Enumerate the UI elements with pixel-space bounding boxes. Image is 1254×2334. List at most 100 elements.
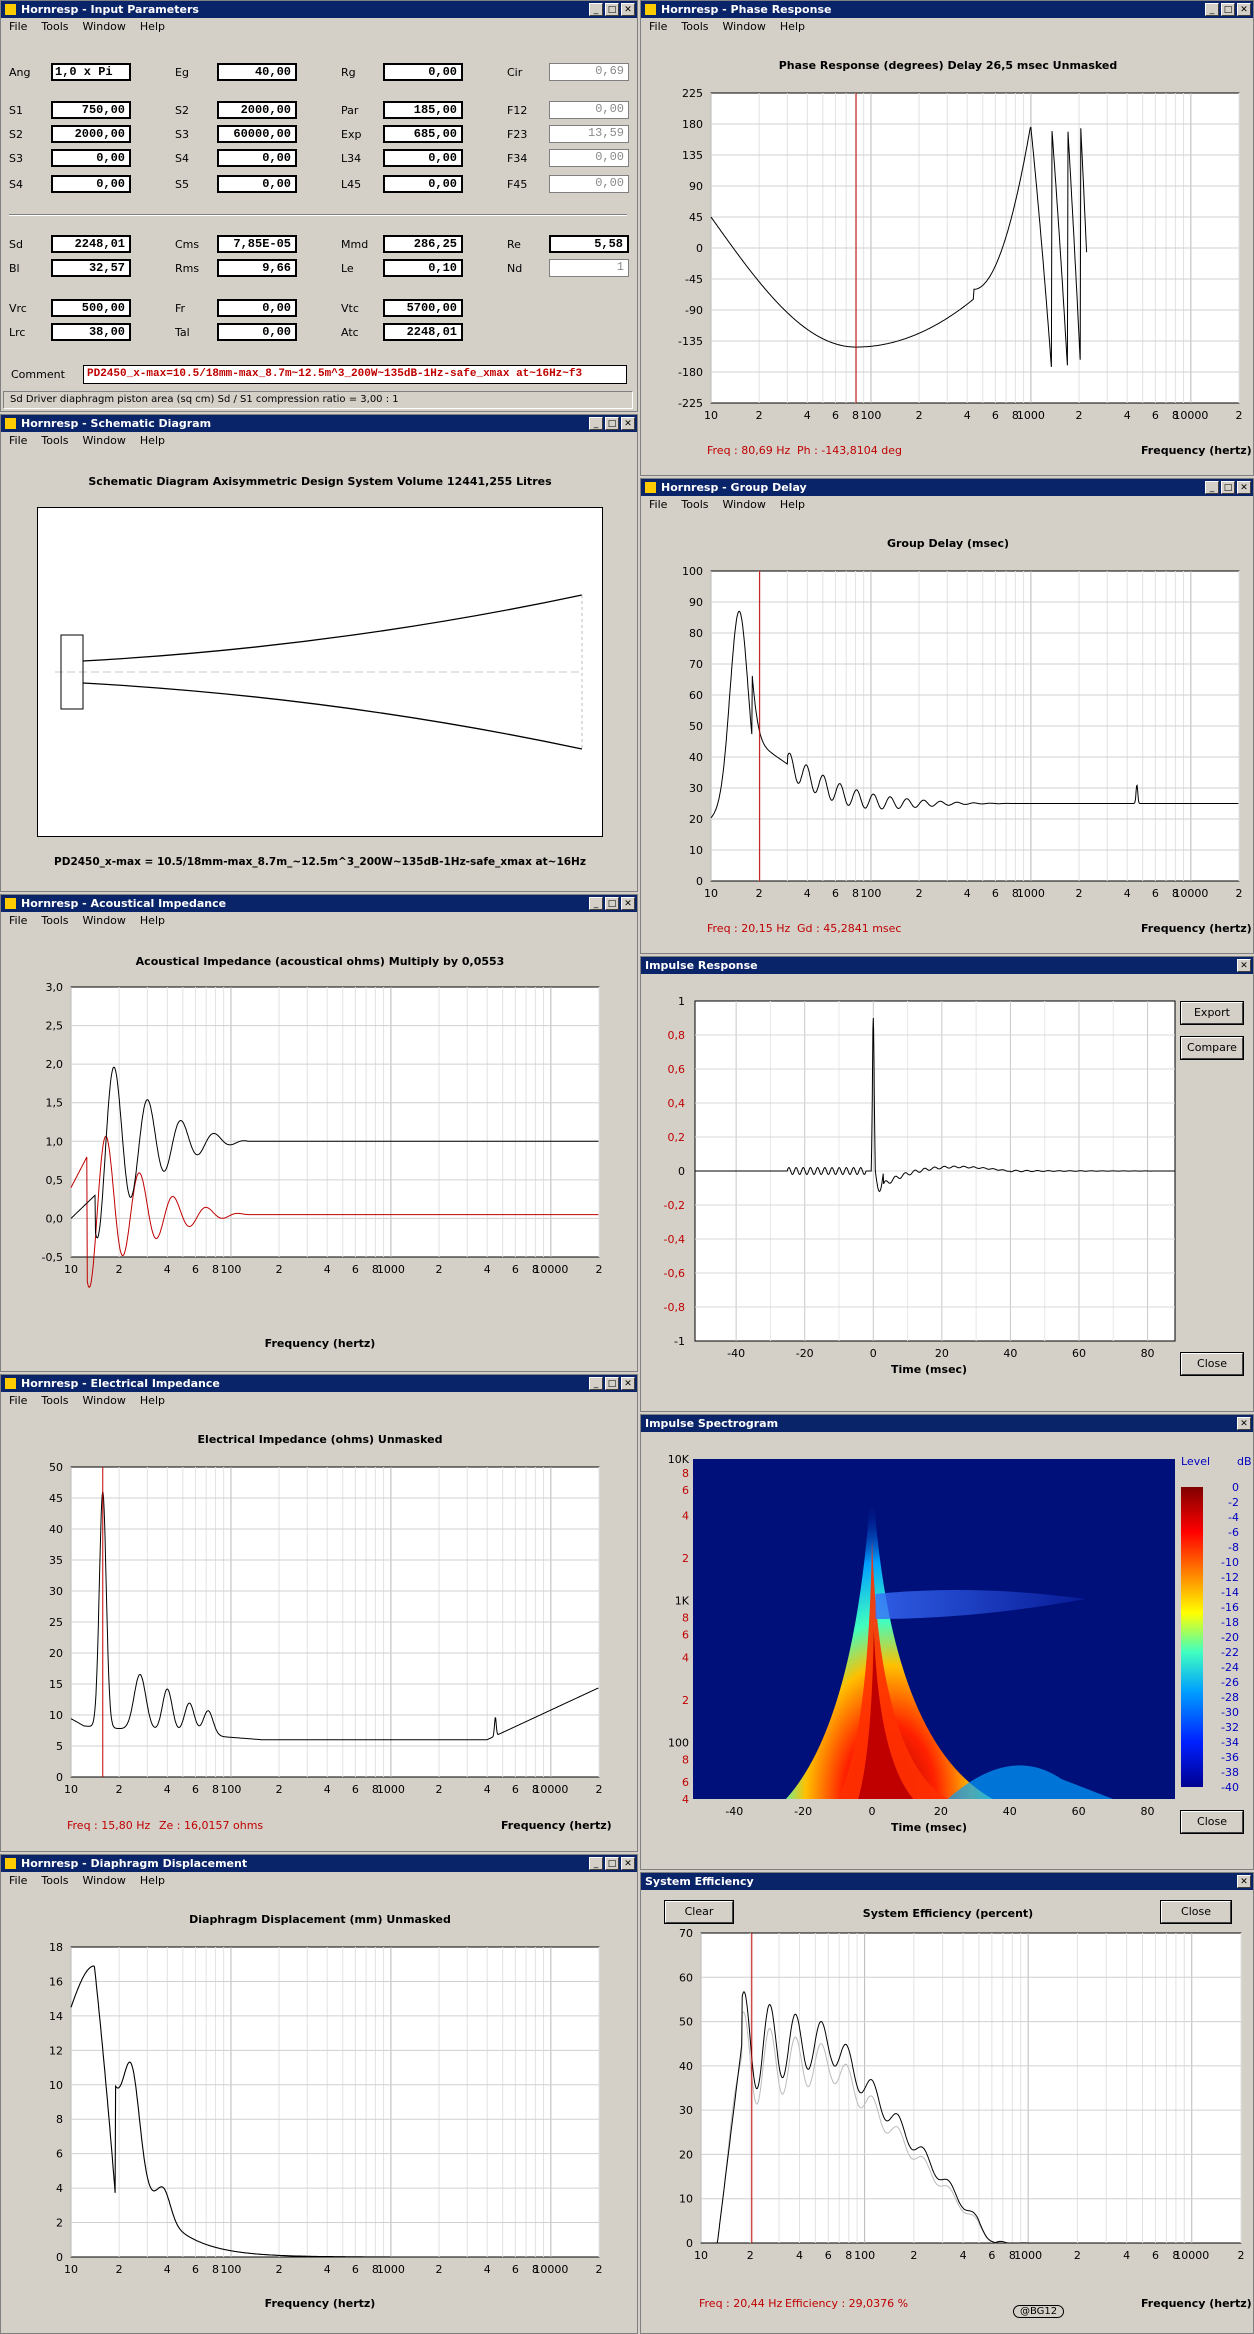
menu-file[interactable]: File (9, 434, 28, 447)
close-button[interactable]: Close (1160, 1900, 1232, 1924)
menu-file[interactable]: File (9, 1874, 28, 1887)
param-field[interactable]: 2000,00 (217, 101, 297, 119)
title-bar[interactable]: Impulse Spectrogram ✕ (641, 1415, 1253, 1432)
title-bar[interactable]: Impulse Response ✕ (641, 957, 1253, 974)
menu-file[interactable]: File (649, 20, 668, 33)
menu-help[interactable]: Help (139, 914, 165, 927)
param-field[interactable]: 0,10 (383, 259, 463, 277)
param-field[interactable]: 0,00 (549, 101, 629, 119)
param-field[interactable]: 0,69 (549, 63, 629, 81)
title-bar[interactable]: Hornresp - Phase Response _ □ ✕ (641, 1, 1253, 18)
param-field[interactable]: 0,00 (383, 175, 463, 193)
param-field[interactable]: 60000,00 (217, 125, 297, 143)
close-button[interactable]: Close (1180, 1810, 1244, 1834)
maximize-icon[interactable]: □ (605, 417, 619, 430)
close-icon[interactable]: ✕ (1237, 1875, 1251, 1888)
param-field[interactable]: 0,00 (217, 175, 297, 193)
title-bar[interactable]: Hornresp - Schematic Diagram _ □ ✕ (1, 415, 637, 432)
menu-window[interactable]: Window (722, 20, 766, 33)
menu-help[interactable]: Help (139, 1874, 165, 1887)
title-bar[interactable]: System Efficiency ✕ (641, 1873, 1253, 1890)
maximize-icon[interactable]: □ (1221, 3, 1235, 16)
param-field[interactable]: 13,59 (549, 125, 629, 143)
title-bar[interactable]: Hornresp - Acoustical Impedance _ □ ✕ (1, 895, 637, 912)
menu-help[interactable]: Help (139, 1394, 165, 1407)
param-field[interactable]: 0,00 (217, 323, 297, 341)
menu-tools[interactable]: Tools (41, 914, 69, 927)
param-field[interactable]: 0,00 (217, 299, 297, 317)
param-field[interactable]: 0,00 (51, 149, 131, 167)
title-bar[interactable]: Hornresp - Electrical Impedance _ □ ✕ (1, 1375, 637, 1392)
maximize-icon[interactable]: □ (605, 1377, 619, 1390)
menu-help[interactable]: Help (139, 20, 165, 33)
param-field[interactable]: 2000,00 (51, 125, 131, 143)
comment-field[interactable]: PD2450_x-max=10.5/18mm-max_8.7m~12.5m^3_… (83, 365, 627, 384)
close-icon[interactable]: ✕ (1237, 1417, 1251, 1430)
param-field[interactable]: 1 (549, 259, 629, 277)
menu-tools[interactable]: Tools (681, 498, 709, 511)
menu-help[interactable]: Help (779, 20, 805, 33)
compare-button[interactable]: Compare (1180, 1036, 1244, 1060)
menu-tools[interactable]: Tools (41, 1874, 69, 1887)
menu-window[interactable]: Window (82, 434, 126, 447)
menu-window[interactable]: Window (82, 914, 126, 927)
param-field[interactable]: 0,00 (383, 63, 463, 81)
menu-window[interactable]: Window (722, 498, 766, 511)
export-button[interactable]: Export (1180, 1001, 1244, 1025)
menu-tools[interactable]: Tools (681, 20, 709, 33)
minimize-icon[interactable]: _ (589, 1377, 603, 1390)
param-field[interactable]: 0,00 (383, 149, 463, 167)
title-bar[interactable]: Hornresp - Diaphragm Displacement _ □ ✕ (1, 1855, 637, 1872)
close-button[interactable]: Close (1180, 1352, 1244, 1376)
close-icon[interactable]: ✕ (621, 1857, 635, 1870)
param-field[interactable]: 685,00 (383, 125, 463, 143)
param-field[interactable]: 2248,01 (51, 235, 131, 253)
maximize-icon[interactable]: □ (1221, 481, 1235, 494)
menu-window[interactable]: Window (82, 1394, 126, 1407)
close-icon[interactable]: ✕ (1237, 959, 1251, 972)
menu-window[interactable]: Window (82, 1874, 126, 1887)
menu-tools[interactable]: Tools (41, 1394, 69, 1407)
close-icon[interactable]: ✕ (621, 1377, 635, 1390)
maximize-icon[interactable]: □ (605, 1857, 619, 1870)
title-bar[interactable]: Hornresp - Group Delay _ □ ✕ (641, 479, 1253, 496)
param-field[interactable]: 0,00 (549, 149, 629, 167)
close-icon[interactable]: ✕ (1237, 481, 1251, 494)
maximize-icon[interactable]: □ (605, 3, 619, 16)
param-field[interactable]: 9,66 (217, 259, 297, 277)
close-icon[interactable]: ✕ (621, 417, 635, 430)
param-field[interactable]: 1,0 x Pi (51, 63, 131, 81)
minimize-icon[interactable]: _ (589, 3, 603, 16)
param-field[interactable]: 5,58 (549, 235, 629, 253)
close-icon[interactable]: ✕ (621, 897, 635, 910)
menu-file[interactable]: File (9, 1394, 28, 1407)
param-field[interactable]: 2248,01 (383, 323, 463, 341)
param-field[interactable]: 0,00 (217, 149, 297, 167)
param-field[interactable]: 500,00 (51, 299, 131, 317)
clear-button[interactable]: Clear (664, 1900, 734, 1924)
param-field[interactable]: 750,00 (51, 101, 131, 119)
minimize-icon[interactable]: _ (589, 897, 603, 910)
minimize-icon[interactable]: _ (589, 417, 603, 430)
menu-file[interactable]: File (649, 498, 668, 511)
param-field[interactable]: 32,57 (51, 259, 131, 277)
param-field[interactable]: 185,00 (383, 101, 463, 119)
param-field[interactable]: 0,00 (549, 175, 629, 193)
param-field[interactable]: 0,00 (51, 175, 131, 193)
param-field[interactable]: 286,25 (383, 235, 463, 253)
close-icon[interactable]: ✕ (1237, 3, 1251, 16)
maximize-icon[interactable]: □ (605, 897, 619, 910)
param-field[interactable]: 7,85E-05 (217, 235, 297, 253)
param-field[interactable]: 40,00 (217, 63, 297, 81)
menu-help[interactable]: Help (139, 434, 165, 447)
menu-tools[interactable]: Tools (41, 20, 69, 33)
menu-tools[interactable]: Tools (41, 434, 69, 447)
minimize-icon[interactable]: _ (589, 1857, 603, 1870)
minimize-icon[interactable]: _ (1205, 3, 1219, 16)
menu-file[interactable]: File (9, 20, 28, 33)
menu-window[interactable]: Window (82, 20, 126, 33)
menu-help[interactable]: Help (779, 498, 805, 511)
param-field[interactable]: 38,00 (51, 323, 131, 341)
param-field[interactable]: 5700,00 (383, 299, 463, 317)
menu-file[interactable]: File (9, 914, 28, 927)
